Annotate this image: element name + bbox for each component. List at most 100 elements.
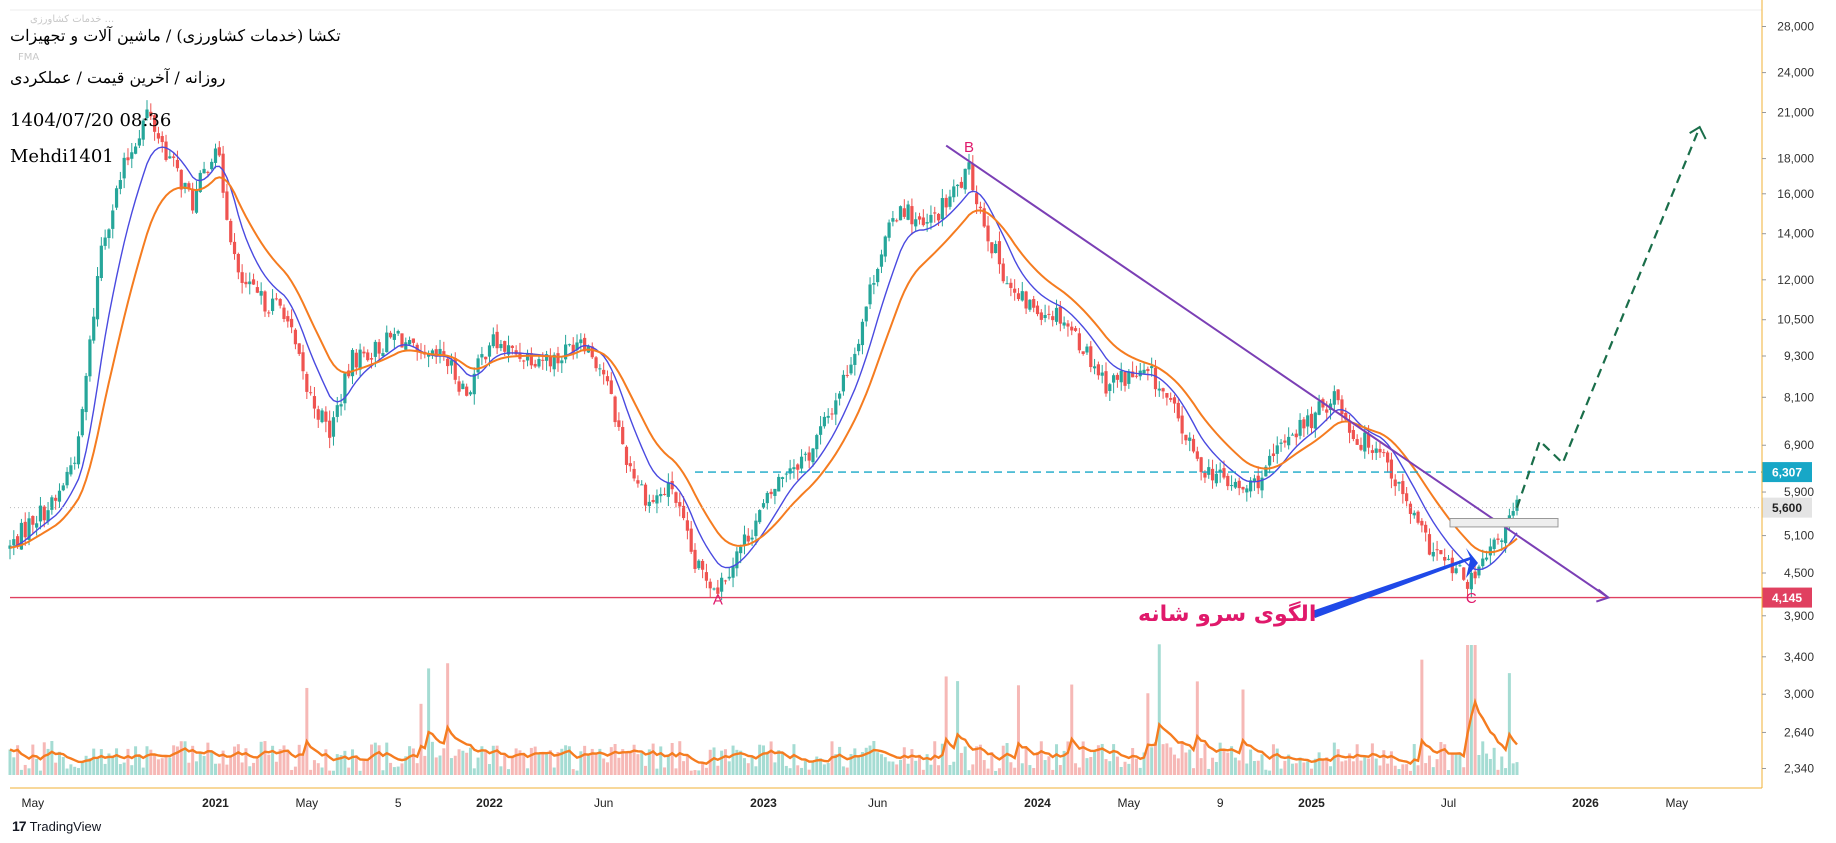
- candle-body-218: [838, 393, 842, 399]
- y-tick-label-4: 16,000: [1777, 187, 1814, 201]
- volume-bar-164: [632, 744, 636, 775]
- volume-bar-372: [1424, 763, 1428, 775]
- volume-bar-23: [96, 757, 100, 775]
- x-tick-label-7: Jun: [868, 796, 887, 810]
- candle-body-269: [1032, 299, 1036, 308]
- volume-bar-347: [1329, 766, 1333, 775]
- candle-body-240: [921, 217, 925, 226]
- volume-bar-39: [156, 759, 160, 775]
- candle-body-308: [1180, 415, 1184, 434]
- candle-body-263: [1009, 282, 1013, 288]
- candle-body-272: [1043, 314, 1047, 319]
- volume-bar-3: [19, 769, 23, 775]
- candle-body-78: [305, 373, 309, 392]
- volume-bar-235: [902, 747, 906, 775]
- candle-body-2: [16, 536, 20, 547]
- candle-body-319: [1222, 468, 1226, 478]
- candle-body-189: [727, 576, 731, 579]
- volume-bar-312: [1195, 681, 1199, 775]
- candle-body-336: [1287, 436, 1291, 446]
- volume-bar-195: [750, 757, 754, 775]
- price-badge-bg-1: [1762, 497, 1812, 518]
- volume-bar-108: [419, 703, 423, 775]
- volume-bar-259: [994, 770, 998, 775]
- candle-body-158: [609, 380, 613, 394]
- volume-bar-167: [644, 765, 648, 775]
- candle-body-252: [967, 162, 971, 170]
- volume-bar-92: [358, 770, 362, 775]
- candle-body-1: [12, 539, 16, 546]
- volume-bar-165: [636, 754, 640, 775]
- candle-body-239: [917, 216, 922, 220]
- candle-body-172: [662, 493, 667, 495]
- volume-bar-306: [1173, 754, 1176, 775]
- volume-bar-97: [377, 745, 381, 775]
- price-badge-bg-0: [1762, 462, 1812, 483]
- candle-body-30: [122, 157, 126, 179]
- candle-body-213: [818, 426, 823, 435]
- volume-bar-230: [883, 757, 887, 775]
- volume-bar-130: [503, 754, 507, 775]
- volume-bar-16: [69, 764, 73, 775]
- volume-bar-359: [1374, 758, 1378, 775]
- candle-body-246: [944, 197, 948, 208]
- candle-body-342: [1309, 413, 1314, 429]
- candle-body-154: [594, 357, 598, 369]
- candle-body-210: [807, 452, 811, 461]
- volume-bar-231: [887, 761, 891, 775]
- volume-bar-113: [438, 755, 442, 775]
- volume-bar-322: [1233, 757, 1237, 775]
- candle-body-360: [1378, 448, 1382, 453]
- candle-body-58: [229, 220, 233, 243]
- volume-bar-41: [164, 755, 168, 775]
- candle-body-362: [1386, 452, 1390, 463]
- candle-body-313: [1199, 457, 1203, 473]
- candle-body-32: [130, 152, 134, 159]
- volume-bar-49: [194, 761, 198, 775]
- candle-body-169: [651, 499, 655, 502]
- volume-bar-344: [1317, 752, 1321, 775]
- candle-body-81: [316, 409, 320, 420]
- candle-body-194: [746, 535, 750, 542]
- volume-bar-244: [937, 765, 941, 775]
- candle-body-382: [1462, 567, 1466, 580]
- candle-body-279: [1070, 326, 1074, 331]
- volume-bar-276: [1058, 765, 1062, 775]
- volume-bar-220: [845, 767, 849, 775]
- volume-bar-99: [385, 742, 389, 775]
- candle-body-228: [876, 268, 880, 283]
- volume-bar-186: [716, 765, 720, 775]
- volume-bar-269: [1032, 767, 1036, 775]
- candle-body-8: [38, 505, 43, 522]
- volume-bar-82: [320, 767, 324, 775]
- volume-bar-205: [788, 768, 792, 775]
- candle-body-225: [864, 306, 868, 322]
- candle-body-188: [723, 580, 728, 582]
- volume-bar-317: [1214, 761, 1218, 775]
- candle-body-22: [92, 316, 96, 341]
- volume-bar-375: [1435, 759, 1439, 775]
- volume-bar-319: [1222, 749, 1226, 775]
- tradingview-brand[interactable]: 17 TradingView: [12, 818, 101, 834]
- volume-bar-382: [1462, 767, 1466, 775]
- volume-bar-147: [567, 746, 571, 775]
- volume-bar-330: [1264, 769, 1268, 775]
- volume-bar-191: [735, 749, 739, 775]
- volume-bar-57: [225, 764, 229, 775]
- volume-bar-373: [1427, 755, 1431, 775]
- volume-ma-line: [9, 697, 1518, 766]
- volume-bar-76: [297, 744, 301, 775]
- candle-body-95: [369, 358, 374, 360]
- candle-body-122: [472, 373, 476, 395]
- volume-bar-339: [1298, 757, 1302, 775]
- candle-body-114: [442, 351, 446, 357]
- candle-body-176: [678, 502, 682, 507]
- volume-bar-289: [1108, 761, 1112, 775]
- volume-bar-173: [666, 754, 670, 775]
- volume-bar-371: [1420, 659, 1424, 775]
- candle-body-71: [278, 299, 282, 306]
- volume-bar-109: [423, 755, 427, 775]
- volume-bar-54: [214, 763, 217, 775]
- candle-body-378: [1446, 558, 1451, 560]
